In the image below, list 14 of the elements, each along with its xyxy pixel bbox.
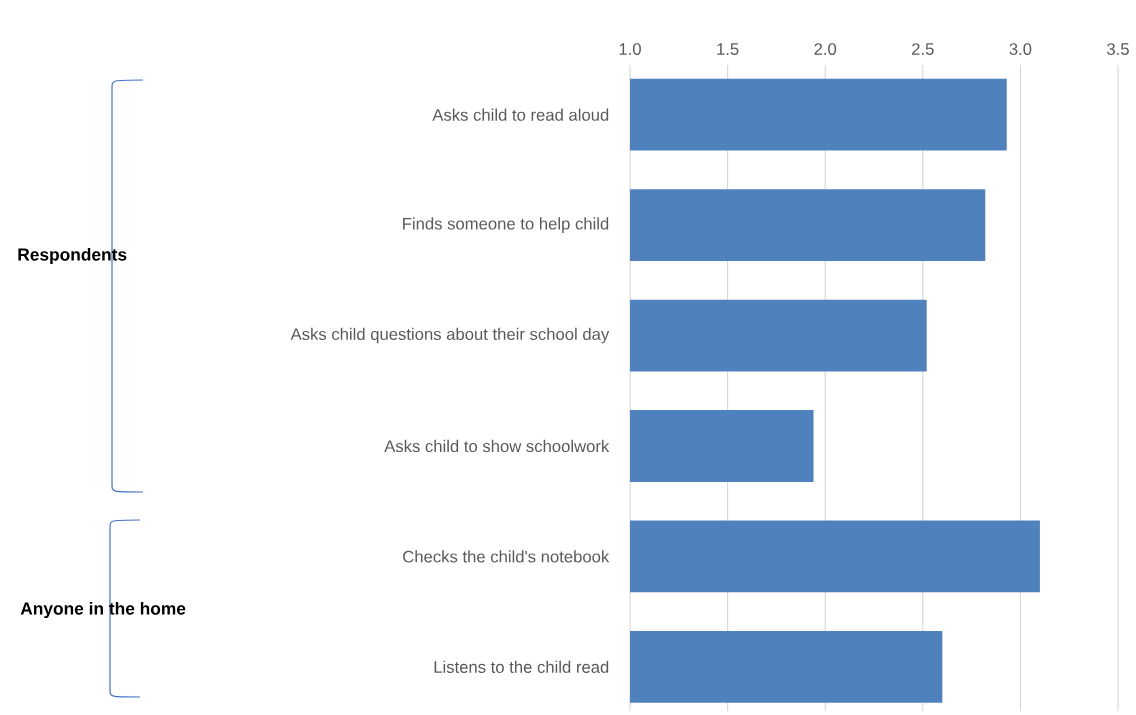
text: Anyone in the home xyxy=(20,601,186,619)
x-tick-label: 2.5 xyxy=(912,43,934,55)
text: Respondents xyxy=(18,247,127,265)
y-tick-label: Asks child to read aloud xyxy=(432,108,609,121)
x-tick-label: 3.0 xyxy=(1009,43,1032,55)
x-tick-label: 2.0 xyxy=(814,43,837,55)
x-tick-label: 3.5 xyxy=(1107,43,1129,55)
y-tick-label: Listens to the child read xyxy=(434,660,609,673)
x-tick-label: 1.5 xyxy=(717,43,739,55)
x-tick-label: 1.0 xyxy=(619,43,641,55)
y-tick-label: Finds someone to help child xyxy=(403,217,609,233)
y-tick-label: Asks child questions about their school day xyxy=(290,327,610,344)
y-tick-label: Checks the child's notebook xyxy=(403,550,610,563)
y-tick-label: Asks child to show schoolwork xyxy=(384,439,610,453)
